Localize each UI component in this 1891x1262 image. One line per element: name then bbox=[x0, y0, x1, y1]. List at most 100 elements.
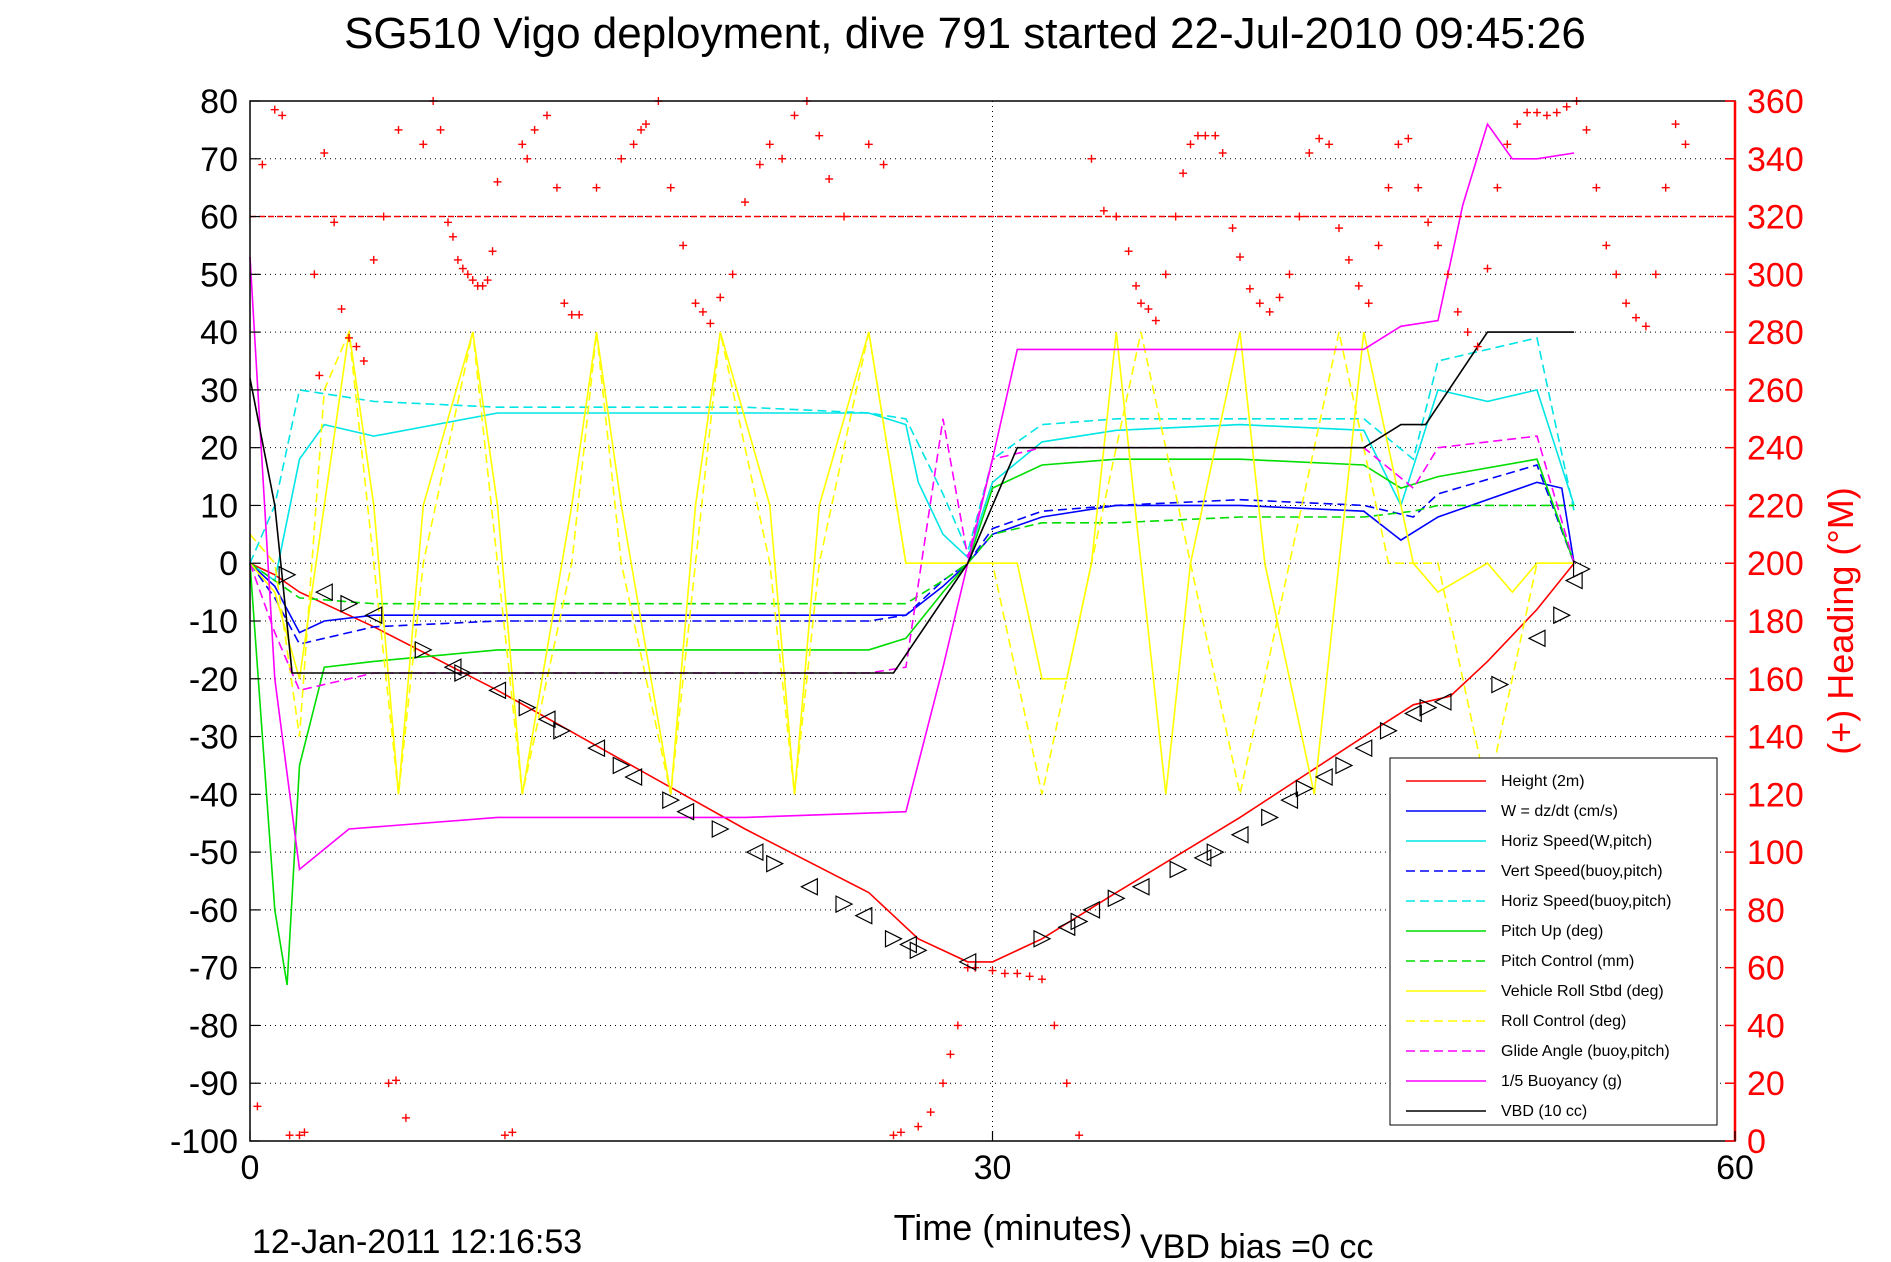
height-marker bbox=[800, 877, 818, 896]
heading-point bbox=[815, 131, 824, 140]
heading-point bbox=[1087, 154, 1096, 163]
heading-point bbox=[330, 218, 339, 227]
heading-point bbox=[337, 305, 346, 313]
y-right-tick-label: 320 bbox=[1747, 199, 1804, 237]
x-tick-label: 30 bbox=[974, 1149, 1012, 1187]
heading-point bbox=[575, 310, 584, 319]
x-tick-label: 60 bbox=[1716, 1149, 1754, 1187]
legend-box bbox=[1389, 757, 1718, 1126]
heading-point bbox=[1144, 305, 1153, 313]
heading-point bbox=[778, 154, 787, 163]
height-marker bbox=[1082, 900, 1101, 919]
height-marker bbox=[1280, 791, 1299, 810]
y-right-tick-label: 180 bbox=[1747, 603, 1804, 641]
heading-point bbox=[1671, 120, 1680, 129]
y-right-tick-label: 140 bbox=[1747, 719, 1804, 757]
height-marker bbox=[454, 664, 473, 682]
height-marker bbox=[854, 906, 873, 925]
height-marker bbox=[1261, 808, 1280, 827]
series-line-8 bbox=[249, 328, 1575, 795]
heading-point bbox=[1151, 316, 1160, 325]
height-marker bbox=[624, 768, 643, 786]
heading-point bbox=[988, 966, 997, 975]
heading-point bbox=[1503, 140, 1512, 149]
legend-label-9: Glide Angle (buoy,pitch) bbox=[1501, 1043, 1670, 1060]
height-marker bbox=[364, 606, 383, 625]
height-marker bbox=[1491, 675, 1510, 694]
y-right-tick-label: 220 bbox=[1747, 487, 1804, 525]
height-marker bbox=[1070, 912, 1089, 931]
heading-point bbox=[345, 333, 353, 342]
heading-point bbox=[1255, 299, 1264, 308]
y-tick-label: -80 bbox=[189, 1007, 238, 1045]
heading-point bbox=[508, 1128, 517, 1137]
heading-point bbox=[458, 264, 467, 273]
heading-point bbox=[444, 218, 452, 227]
heading-point bbox=[300, 1128, 309, 1137]
heading-point bbox=[1453, 307, 1462, 316]
y-tick-label: 0 bbox=[219, 545, 238, 583]
heading-point bbox=[1483, 264, 1492, 273]
legend-label-3: Vert Speed(buoy,pitch) bbox=[1501, 863, 1663, 880]
height-marker bbox=[711, 820, 730, 838]
y-tick-label: 70 bbox=[200, 141, 238, 179]
height-marker bbox=[612, 756, 631, 775]
y-tick-label: -20 bbox=[189, 661, 238, 699]
y-right-tick-label: 280 bbox=[1747, 314, 1804, 352]
heading-point bbox=[258, 160, 267, 169]
y-right-tick-label: 0 bbox=[1747, 1123, 1766, 1161]
heading-point bbox=[755, 160, 764, 169]
heading-point bbox=[1542, 111, 1551, 120]
legend-label-5: Pitch Up (deg) bbox=[1501, 923, 1603, 940]
heading-point bbox=[1661, 183, 1670, 192]
heading-point bbox=[1013, 969, 1022, 978]
heading-point bbox=[1641, 322, 1650, 331]
y-tick-label: 50 bbox=[200, 256, 238, 294]
y-tick-label: 10 bbox=[200, 487, 238, 525]
x-tick-label: 0 bbox=[241, 1149, 260, 1187]
heading-point bbox=[1335, 224, 1343, 233]
heading-point bbox=[530, 125, 539, 134]
heading-point bbox=[359, 357, 368, 365]
heading-point bbox=[1000, 969, 1009, 978]
heading-point bbox=[864, 140, 873, 149]
series-line-6 bbox=[249, 504, 1575, 605]
heading-point bbox=[253, 1102, 262, 1111]
height-marker bbox=[518, 698, 537, 717]
heading-point bbox=[728, 270, 737, 279]
height-marker bbox=[909, 941, 928, 960]
y-right-tick-label: 160 bbox=[1747, 661, 1804, 699]
series-line-2 bbox=[249, 388, 1575, 582]
height-marker bbox=[1193, 848, 1212, 867]
footer-date: 12-Jan-2011 12:16:53 bbox=[252, 1223, 582, 1261]
heading-point bbox=[1228, 224, 1237, 233]
heading-point bbox=[493, 177, 502, 186]
heading-point bbox=[270, 105, 279, 114]
heading-point bbox=[1285, 270, 1294, 279]
heading-point bbox=[1236, 253, 1244, 261]
axis-ticks: 80706050403020100-10-20-30-40-50-60-70-8… bbox=[170, 83, 1804, 1187]
heading-point bbox=[617, 154, 626, 163]
heading-point bbox=[666, 183, 675, 192]
heading-point bbox=[392, 1076, 401, 1085]
y-tick-label: -30 bbox=[189, 719, 238, 757]
heading-point bbox=[1245, 284, 1254, 293]
y-right-tick-label: 340 bbox=[1747, 141, 1804, 179]
height-marker bbox=[1131, 877, 1150, 896]
heading-point bbox=[1050, 1021, 1059, 1030]
y-tick-label: -90 bbox=[189, 1065, 238, 1103]
heading-point bbox=[384, 1079, 393, 1088]
heading-point bbox=[1201, 131, 1210, 140]
heading-point bbox=[401, 1113, 410, 1122]
heading-point bbox=[1582, 125, 1591, 134]
heading-point bbox=[1137, 299, 1145, 308]
heading-point bbox=[1374, 241, 1383, 250]
heading-point bbox=[285, 1131, 294, 1140]
heading-point bbox=[1394, 140, 1403, 149]
heading-point bbox=[567, 310, 576, 319]
height-marker bbox=[1572, 560, 1591, 578]
heading-point bbox=[1315, 134, 1324, 143]
height-marker bbox=[1314, 768, 1333, 786]
legend-label-2: Horiz Speed(W,pitch) bbox=[1501, 833, 1652, 850]
